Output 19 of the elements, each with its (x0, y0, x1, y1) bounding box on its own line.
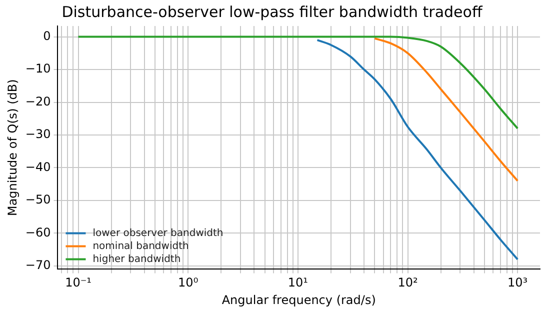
y-tick-label: −40 (25, 160, 51, 174)
y-tick-label: −70 (25, 258, 51, 272)
y-tick-label: −20 (25, 94, 51, 108)
x-tick-label: 10⁰ (178, 276, 198, 290)
x-tick-label: 10¹ (288, 276, 308, 290)
y-tick-label: −60 (25, 225, 51, 240)
y-tick-label: −10 (25, 62, 51, 76)
y-axis-title: Magnitude of Q(s) (dB) (5, 79, 20, 216)
legend-label: lower observer bandwidth (92, 228, 224, 239)
y-tick-label: −30 (25, 127, 51, 142)
x-tick-label: 10² (398, 276, 418, 290)
x-axis-title: Angular frequency (rad/s) (222, 292, 376, 307)
chart-title: Disturbance-observer low-pass filter bandwidth tradeoff (62, 2, 483, 21)
legend-label: nominal bandwidth (92, 240, 189, 252)
y-tick-label: −50 (25, 192, 51, 207)
x-tick-label: 10³ (508, 276, 528, 290)
y-tick-label: 0 (43, 28, 51, 43)
x-tick-label: 10⁻¹ (65, 276, 92, 290)
legend-label: higher bandwidth (92, 254, 181, 265)
